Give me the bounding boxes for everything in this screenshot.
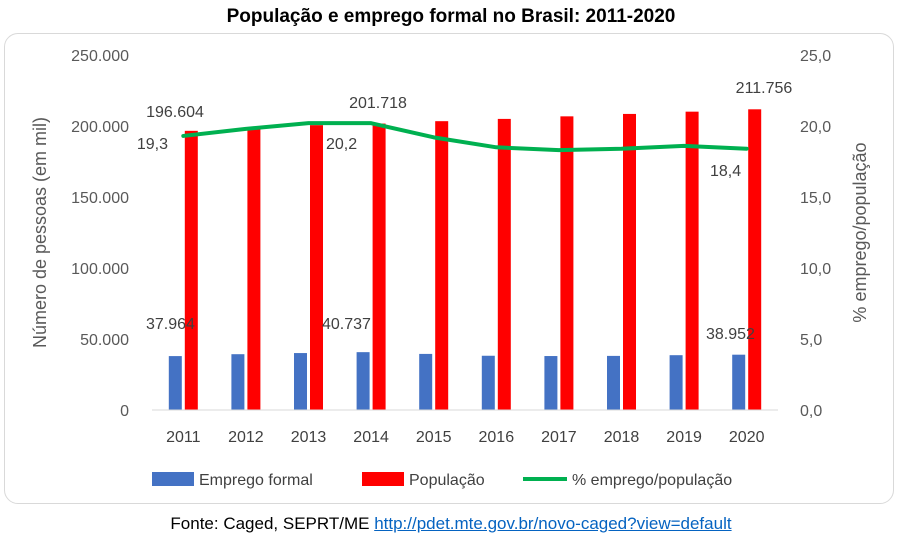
- y-tick-label: 200.000: [71, 119, 129, 136]
- legend-label-emprego-formal: Emprego formal: [199, 472, 313, 489]
- y-axis-label: Número de pessoas (em mil): [30, 117, 50, 348]
- x-tick-label: 2013: [291, 429, 327, 446]
- bar-populacao: [247, 128, 260, 410]
- data-label: 196.604: [146, 104, 204, 121]
- bar-populacao: [748, 109, 761, 410]
- data-label: 19,3: [137, 136, 168, 153]
- x-tick-label: 2011: [166, 429, 201, 446]
- bar-populacao: [185, 131, 198, 410]
- data-label: 40.737: [322, 316, 371, 333]
- legend-label-emprego-populacao: % emprego/população: [572, 472, 732, 489]
- data-label: 201.718: [349, 95, 407, 112]
- y2-tick-label: 25,0: [800, 48, 831, 65]
- bar-emprego-formal: [607, 356, 620, 410]
- y-tick-label: 0: [120, 403, 129, 420]
- source-link[interactable]: http://pdet.mte.gov.br/novo-caged?view=d…: [374, 514, 731, 533]
- bar-populacao: [435, 121, 448, 410]
- y2-tick-label: 10,0: [800, 261, 831, 278]
- bar-emprego-formal: [357, 352, 370, 410]
- line-emprego-populacao: [183, 123, 746, 150]
- data-label: 211.756: [736, 80, 793, 97]
- bar-emprego-formal: [169, 356, 182, 410]
- data-label: 20,2: [326, 136, 357, 153]
- y-tick-label: 250.000: [71, 48, 129, 65]
- bar-emprego-formal: [732, 355, 745, 410]
- bar-emprego-formal: [544, 356, 557, 410]
- legend-label-populacao: População: [409, 472, 485, 489]
- y-tick-label: 100.000: [71, 261, 129, 278]
- x-tick-label: 2015: [416, 429, 452, 446]
- legend-swatch-emprego-formal: [152, 472, 194, 486]
- bar-populacao: [310, 125, 323, 410]
- data-label: 18,4: [710, 163, 741, 180]
- bar-populacao: [373, 124, 386, 410]
- y-tick-label: 50.000: [80, 332, 129, 349]
- y2-axis-label: % emprego/população: [850, 142, 870, 322]
- bar-populacao: [560, 116, 573, 410]
- x-tick-label: 2012: [228, 429, 264, 446]
- y2-tick-label: 20,0: [800, 119, 831, 136]
- x-tick-label: 2016: [479, 429, 515, 446]
- bar-emprego-formal: [294, 353, 307, 410]
- x-tick-label: 2019: [666, 429, 702, 446]
- x-tick-label: 2018: [604, 429, 640, 446]
- bar-emprego-formal: [482, 356, 495, 410]
- source-note: Fonte: Caged, SEPRT/ME http://pdet.mte.g…: [0, 514, 902, 534]
- bar-populacao: [623, 114, 636, 410]
- x-tick-label: 2020: [729, 429, 765, 446]
- bar-emprego-formal: [419, 354, 432, 410]
- legend-swatch-populacao: [362, 472, 404, 486]
- data-label: 37.964: [146, 316, 195, 333]
- data-label: 38.952: [706, 326, 755, 343]
- bar-emprego-formal: [231, 354, 244, 410]
- y-tick-label: 150.000: [71, 190, 129, 207]
- y2-tick-label: 0,0: [800, 403, 822, 420]
- bar-populacao: [686, 112, 699, 410]
- combo-chart: 0 50.000 100.000 150.000 200.000 250.000 0,0 5,…: [0, 0, 902, 510]
- y2-tick-label: 5,0: [800, 332, 822, 349]
- source-prefix: Fonte: Caged, SEPRT/ME: [170, 514, 374, 533]
- x-tick-label: 2014: [353, 429, 389, 446]
- y2-tick-label: 15,0: [800, 190, 831, 207]
- bar-emprego-formal: [670, 355, 683, 410]
- x-tick-label: 2017: [541, 429, 577, 446]
- bar-populacao: [498, 119, 511, 410]
